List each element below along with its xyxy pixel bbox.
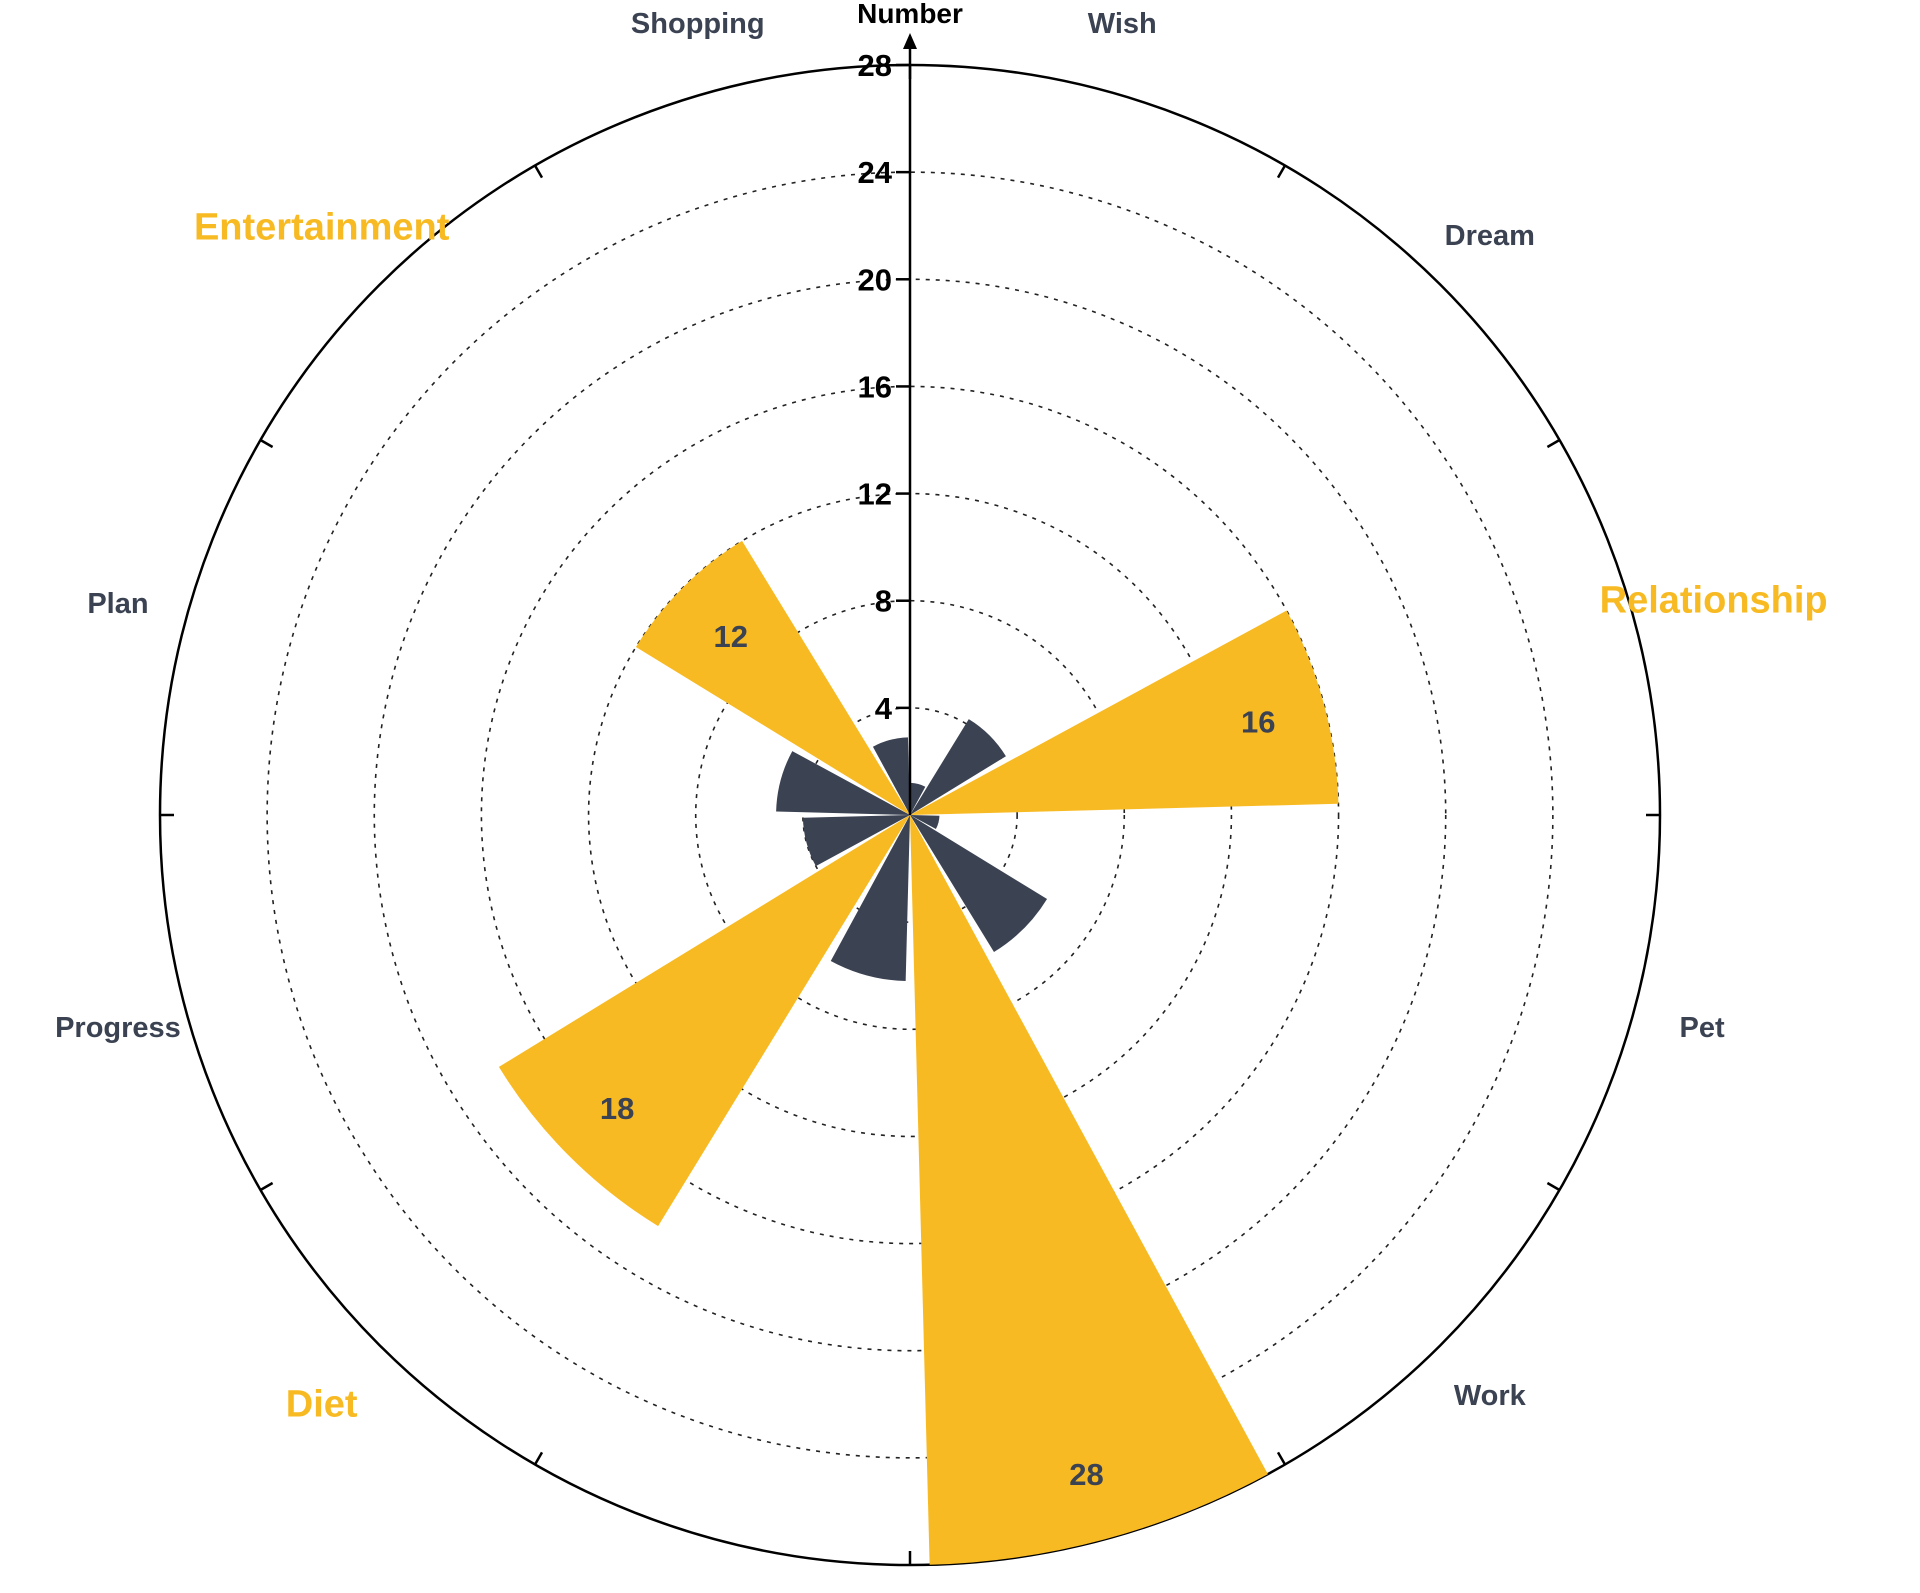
- bar-progress: [802, 815, 910, 867]
- grid-circle-16: [480, 385, 1340, 1245]
- bar-pet: [910, 815, 940, 830]
- radial-tick-label: 8: [875, 584, 892, 619]
- bars-layer: [498, 540, 1339, 1565]
- category-label-relationship: Relationship: [1600, 580, 1828, 622]
- category-label-pet: Pet: [1679, 1012, 1724, 1044]
- radial-tick-label: 24: [858, 155, 893, 190]
- value-label-relationship: 16: [1241, 705, 1275, 740]
- radial-tick-label: 12: [858, 477, 892, 512]
- tick-labels-layer: 4 8 12 16 20 24 28: [858, 48, 910, 726]
- category-labels-layer: WishDreamRelationshipPetWorkStudyHealthD…: [55, 8, 1828, 1593]
- bar-dream: [910, 719, 1006, 815]
- category-label-dream: Dream: [1445, 220, 1535, 252]
- outer-tick-mark: [1546, 1181, 1561, 1192]
- bar-work: [910, 815, 1048, 953]
- bar-health: [830, 815, 910, 982]
- axis-layer: Number: [857, 0, 963, 815]
- bar-relationship: [910, 610, 1339, 815]
- category-label-work: Work: [1454, 1380, 1527, 1412]
- bar-plan: [776, 751, 910, 815]
- bar-wish: [910, 782, 926, 815]
- outer-tick-mark: [259, 1181, 274, 1192]
- outer-tick-mark: [1276, 1451, 1287, 1466]
- grid-circle-4: [802, 707, 1018, 923]
- bar-entertainment: [635, 540, 910, 815]
- value-label-study: 28: [1069, 1457, 1103, 1492]
- outer-tick-mark: [259, 438, 274, 449]
- radial-axis-arrow-icon: [903, 33, 917, 49]
- category-label-progress: Progress: [55, 1012, 181, 1044]
- outer-tick-mark: [1546, 438, 1561, 449]
- radial-tick-label: 16: [858, 369, 892, 404]
- value-label-diet: 18: [600, 1091, 634, 1126]
- value-label-entertainment: 12: [714, 619, 748, 654]
- radial-tick-label: 4: [875, 691, 893, 726]
- category-label-plan: Plan: [87, 588, 148, 620]
- grid-circle-24: [266, 171, 1554, 1459]
- radial-axis-title: Number: [857, 0, 963, 29]
- category-label-shopping: Shopping: [631, 8, 765, 40]
- radial-tick-label: 20: [858, 262, 892, 297]
- outer-tick-mark: [533, 164, 544, 179]
- bar-shopping: [872, 737, 910, 815]
- bar-diet: [498, 815, 910, 1227]
- category-label-diet: Diet: [286, 1383, 358, 1425]
- grid-circle-20: [373, 278, 1447, 1352]
- outer-tick-mark: [1276, 164, 1287, 179]
- radial-tick-label: 28: [858, 48, 892, 83]
- grid-circle-12: [587, 492, 1233, 1138]
- category-label-wish: Wish: [1088, 8, 1157, 40]
- category-label-entertainment: Entertainment: [194, 207, 450, 249]
- grid-circle-8: [694, 599, 1126, 1031]
- outer-tick-mark: [533, 1451, 544, 1466]
- bar-study: [910, 815, 1268, 1565]
- value-labels-layer: 16 28 18 12: [600, 619, 1276, 1492]
